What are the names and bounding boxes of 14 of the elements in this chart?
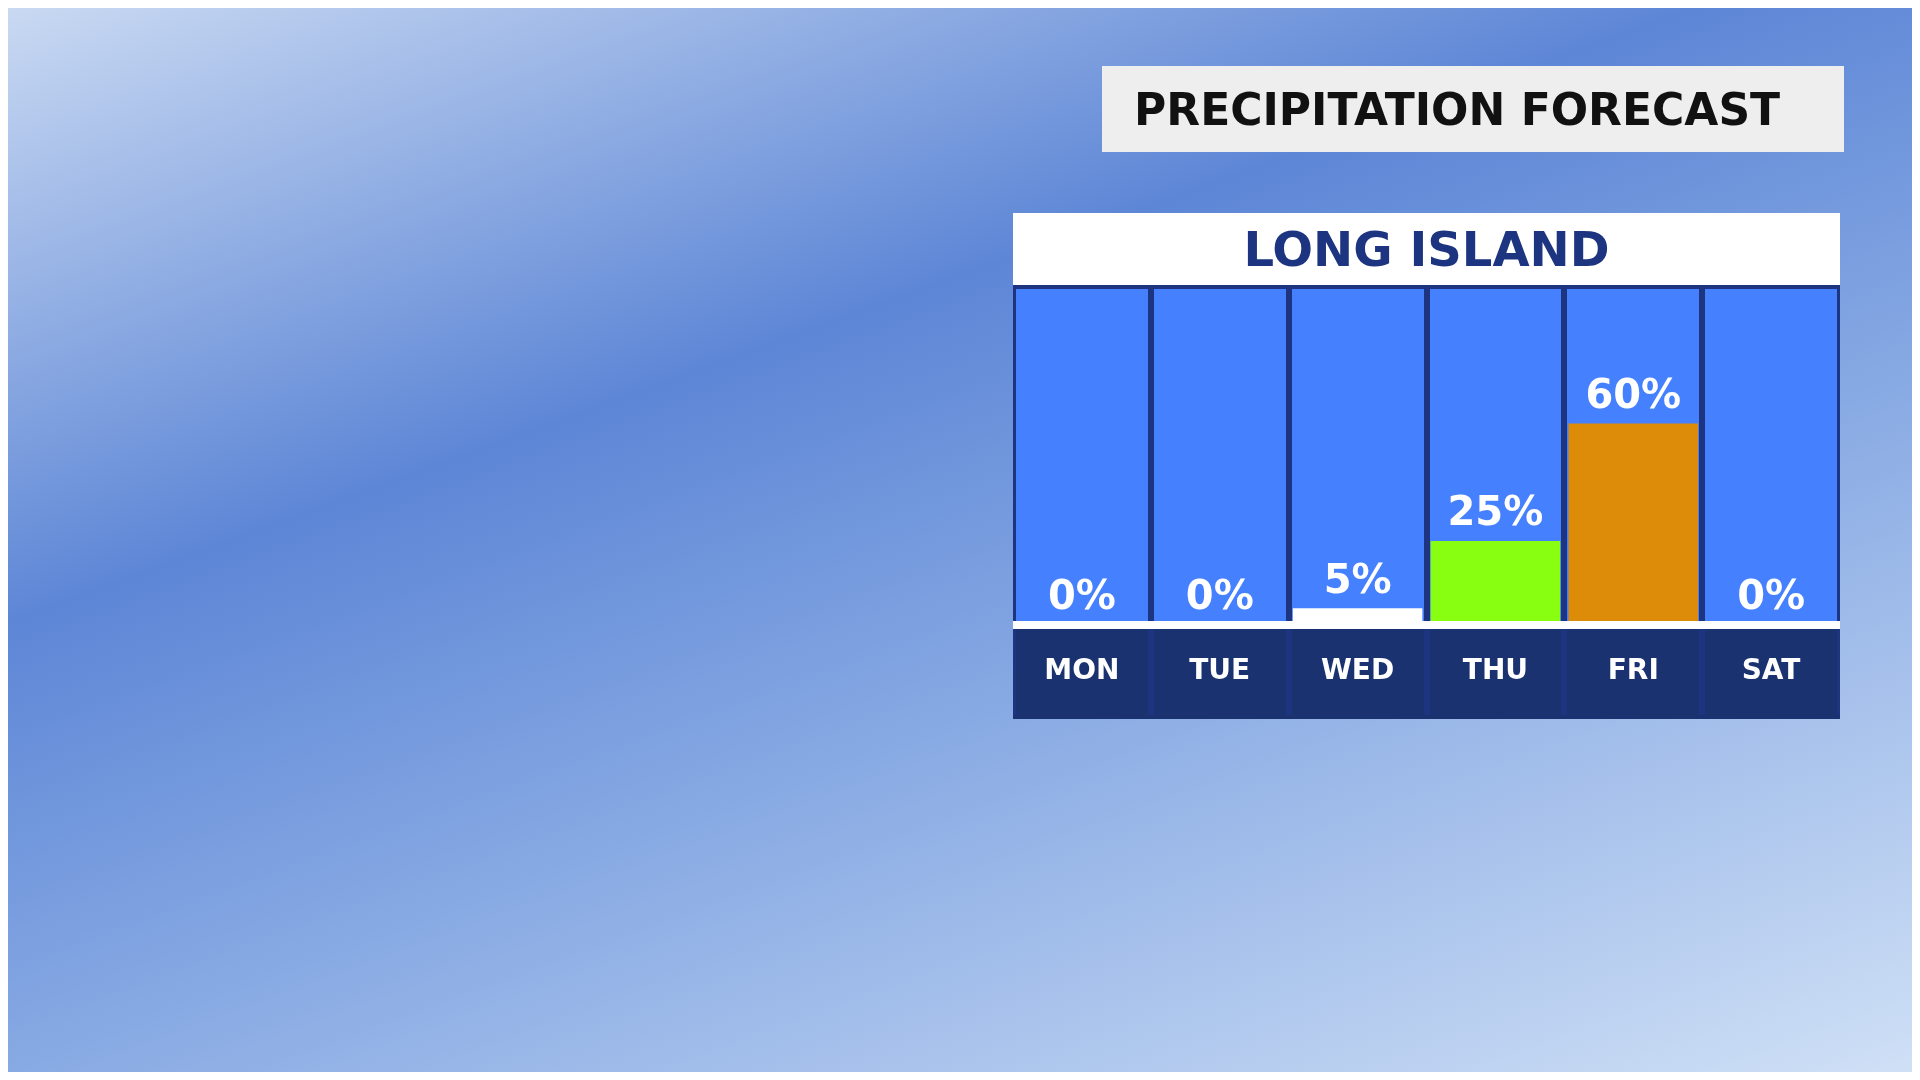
data-label: 0% <box>1185 572 1254 619</box>
chart-title: PRECIPITATION FORECAST <box>1134 83 1781 135</box>
x-tick-label: THU <box>1462 653 1529 687</box>
x-tick-label: FRI <box>1607 653 1659 687</box>
data-label: 25% <box>1447 488 1544 535</box>
x-tick-label: SAT <box>1741 653 1801 687</box>
data-label: 5% <box>1323 555 1392 602</box>
data-label: 0% <box>1047 572 1116 619</box>
x-tick-label: TUE <box>1189 653 1251 687</box>
chart-subtitle: LONG ISLAND <box>1243 221 1610 277</box>
data-label: 0% <box>1737 572 1806 619</box>
data-label: 60% <box>1585 370 1682 417</box>
x-tick-label: MON <box>1044 653 1120 687</box>
x-tick-label: WED <box>1320 653 1395 687</box>
